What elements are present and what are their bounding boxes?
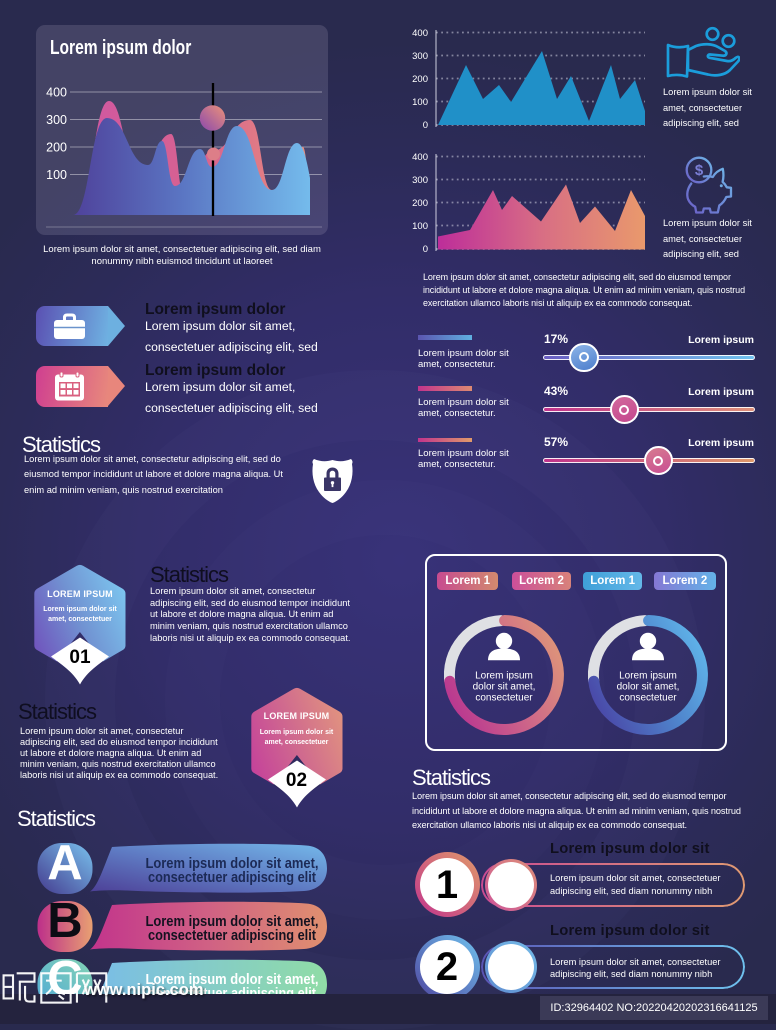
svg-text:200: 200 [412, 74, 428, 85]
svg-text:Lorem ipsum dolor sit amet,: Lorem ipsum dolor sit amet, [146, 971, 319, 988]
svg-text:400: 400 [412, 28, 428, 39]
svg-text:200: 200 [412, 198, 428, 209]
svg-text:A: A [47, 840, 82, 890]
svg-text:300: 300 [412, 51, 428, 62]
svg-text:100: 100 [412, 221, 428, 232]
svg-text:Lorem ipsum: Lorem ipsum [619, 671, 677, 682]
svg-text:100: 100 [412, 97, 428, 108]
svg-text:300: 300 [412, 175, 428, 186]
svg-text:400: 400 [46, 86, 67, 100]
svg-text:Lorem ipsum dolor sit amet,: Lorem ipsum dolor sit amet, [146, 855, 319, 872]
svg-text:300: 300 [46, 113, 67, 127]
svg-text:0: 0 [423, 244, 428, 255]
svg-text:B: B [47, 898, 82, 948]
svg-text:Lorem ipsum dolor sit amet,: Lorem ipsum dolor sit amet, [146, 913, 319, 930]
svg-text:consectetuer adipiscing elit: consectetuer adipiscing elit [148, 869, 316, 886]
svg-text:consectetuer: consectetuer [475, 692, 533, 703]
svg-text:100: 100 [46, 168, 67, 182]
svg-text:200: 200 [46, 141, 67, 155]
svg-text:400: 400 [412, 152, 428, 163]
svg-text:consectetuer adipiscing elit: consectetuer adipiscing elit [148, 927, 316, 944]
svg-text:dolor sit amet,: dolor sit amet, [473, 682, 536, 693]
svg-text:consectetuer: consectetuer [619, 692, 677, 703]
svg-text:$: $ [695, 162, 704, 179]
svg-text:dolor sit amet,: dolor sit amet, [617, 682, 680, 693]
svg-text:Lorem ipsum: Lorem ipsum [475, 671, 533, 682]
svg-text:0: 0 [423, 120, 428, 131]
